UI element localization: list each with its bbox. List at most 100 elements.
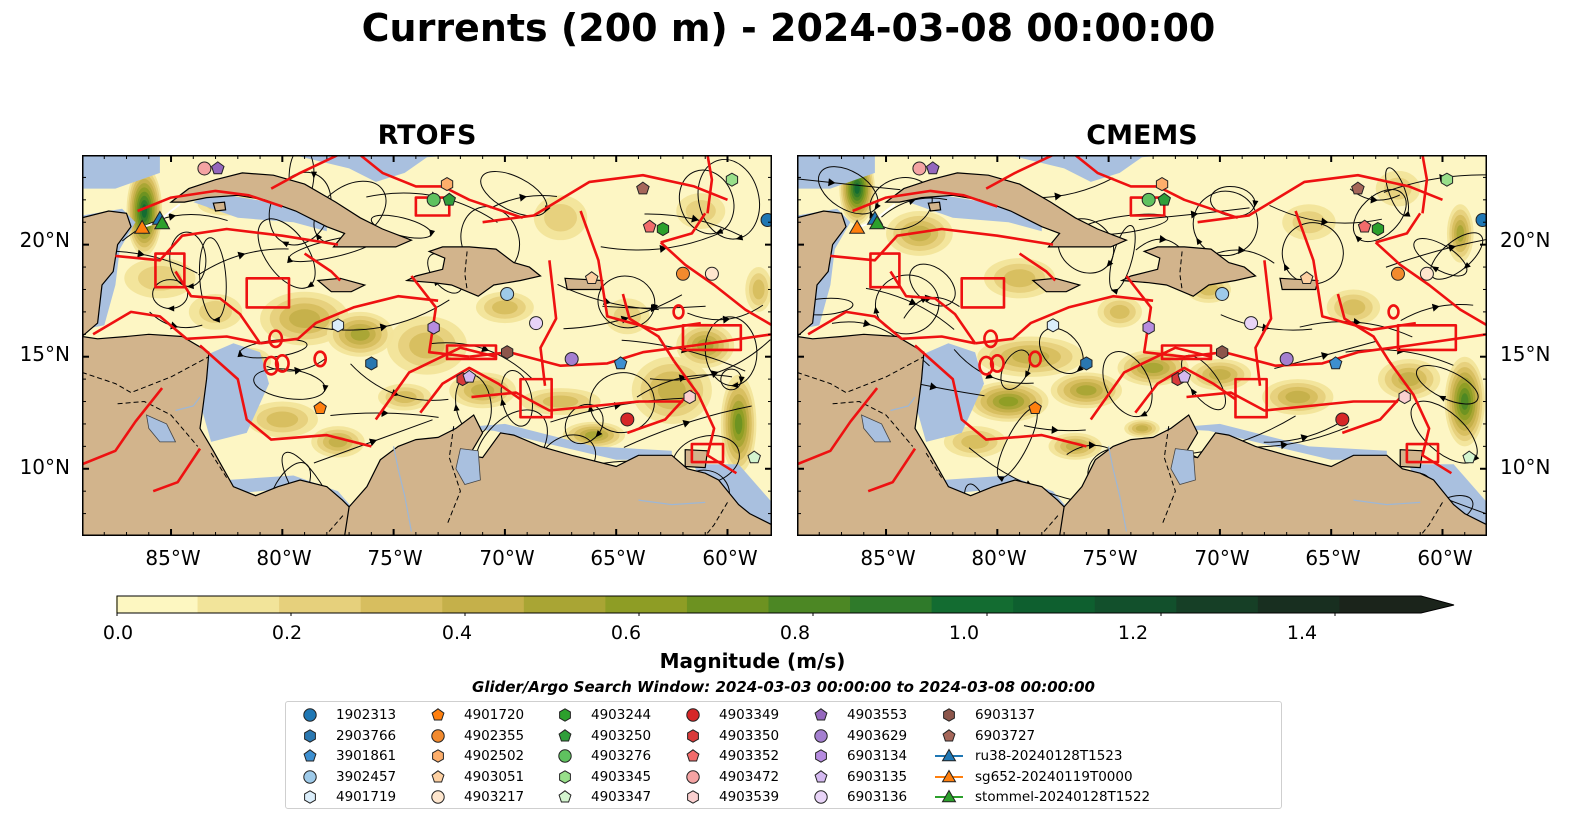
rtofs-magnitude-contour-20-2 [544,203,577,232]
rtofs-glider-tracks [143,203,181,228]
cmems-eez-line-19 [1336,293,1391,362]
cmems-streamline-arrow-2 [1402,210,1411,217]
colorbar-segment-8 [768,596,851,613]
legend-item-label: ru38-20240128T1523 [975,748,1123,764]
rtofs-magnitude-contour-1-2 [199,300,232,323]
cmems-streamline-arrow-11 [1431,266,1440,273]
rtofs-float-6903727 [636,181,650,195]
legend-item-4903347: 4903347 [549,787,651,807]
cmems-land-hispaniola [1119,246,1257,297]
rtofs-river-1 [638,499,706,506]
legend-item-label: 6903137 [975,707,1036,723]
rtofs-eez-line-18 [419,366,522,414]
rtofs-streamline-arrow-17 [311,171,318,179]
rtofs-river-0 [393,446,412,532]
legend-marker-icon [943,708,955,722]
legend-marker-swatch [559,769,571,784]
cmems-float-4902355 [1390,266,1405,281]
cmems-float-4903539 [1398,389,1411,405]
rtofs-float-4903051 [584,271,599,284]
rtofs-border-6 [464,251,468,290]
cmems-magnitude-contour-4-6 [998,396,1019,407]
rtofs-land-isle-of-youth [212,201,227,212]
legend-marker-swatch [814,708,828,721]
rtofs-eez-line-15 [374,346,497,421]
cmems-streamline-arrow-7 [1190,388,1198,396]
cmems-border-2 [925,452,943,478]
cmems-eez-box-1 [960,276,1006,309]
cmems-eez-loop-2 [989,353,1005,373]
rtofs-border-5 [704,502,728,536]
colorbar-tick-1-2: 1.2 [1117,622,1149,644]
cmems-streamline-arrowhead-30 [1088,441,1097,450]
cmems-float-6903135 [1177,369,1192,383]
rtofs-eez-loop-1 [263,355,280,376]
rtofs-streamline-arrowhead-56 [710,370,719,379]
cmems-land-jamaica [1031,277,1082,293]
legend-marker-icon [686,769,700,784]
lon-label-65w-left: 65°W [590,546,646,570]
rtofs-float-6903134 [427,320,440,335]
cmems-eez-line-9 [1197,173,1443,224]
cmems-streamline-arrow-49 [1283,263,1290,272]
rtofs-float-4903217 [704,266,719,281]
cmems-streamline-arrow-31 [1025,370,1031,379]
cmems-magnitude-contour-17-3 [1341,299,1366,316]
legend: 1902313 2903766 3901861 3902457 4901719 49017… [285,701,1282,809]
lat-label-10n-left: 10°N [19,455,70,479]
cmems-eez-box-4 [1396,324,1458,352]
rtofs-float-4903539 [683,389,696,405]
cmems-border-6 [1179,251,1183,290]
cmems-float-4903347 [1462,450,1476,464]
legend-marker-swatch [686,769,700,784]
legend-item-3902457: 3902457 [294,767,396,787]
cmems-float-4903472 [912,161,927,176]
legend-marker-swatch [942,728,956,741]
cmems-magnitude-contour-21-4 [1135,425,1149,432]
cmems-land-trinidad [1399,449,1424,469]
legend-item-label: sg652-20240119T0000 [975,768,1133,785]
legend-item-4902502: 4902502 [422,746,524,766]
legend-marker-icon [431,728,445,743]
cmems-border-4 [1161,426,1176,525]
colorbar-segment-7 [686,596,769,613]
cmems-shelf-nicaragua [917,343,984,442]
cmems-eez-line-4 [914,344,1087,448]
cmems-eez-box-3 [1234,377,1268,419]
rtofs-border-4 [446,426,461,525]
cmems-float-1902313 [1475,212,1487,227]
map-panel-cmems [797,155,1487,536]
cmems-streamline-arrowhead-32 [1431,303,1440,312]
rtofs-float-4903472 [197,161,212,176]
cmems-eez-line-3 [974,294,1154,345]
legend-item-2903766: 2903766 [294,726,396,746]
rtofs-eez-line-8 [471,391,683,412]
rtofs-float-4902355 [675,266,690,281]
legend-item-label: 4903250 [591,727,652,744]
cmems-map-border [797,155,1487,536]
rtofs-streamline-arrow-22 [315,233,323,241]
legend-marker-icon [303,749,317,762]
legend-item-4903051: 4903051 [422,767,524,787]
rtofs-streamline-arrowhead-23 [237,251,246,260]
legend-item-label: 6903134 [847,748,908,764]
legend-marker-swatch [943,708,955,722]
cmems-float-4903244 [1371,221,1385,237]
legend-marker-swatch [687,790,699,804]
cmems-streamline-arrowhead-57 [1159,234,1167,243]
legend-marker-swatch [431,769,445,782]
rtofs-float-1902313 [760,212,772,227]
rtofs-eez-line-19 [621,293,676,362]
cmems-eez-line-22 [1375,212,1422,244]
rtofs-eez-line-23 [706,155,714,214]
cmems-streamline-arrowhead-27 [1321,217,1329,226]
legend-marker-icon [942,728,956,741]
rtofs-eez-line-2 [92,310,261,345]
rtofs-glider-sg652-20240119T0000 [133,219,151,234]
cmems-streamline-arrow-29 [874,202,881,211]
rtofs-land-cuba [169,172,413,248]
legend-marker-icon [431,790,445,804]
legend-marker-swatch [687,728,699,743]
cmems-streamline-arrow-17 [1076,365,1084,373]
legend-marker-icon [687,728,699,743]
